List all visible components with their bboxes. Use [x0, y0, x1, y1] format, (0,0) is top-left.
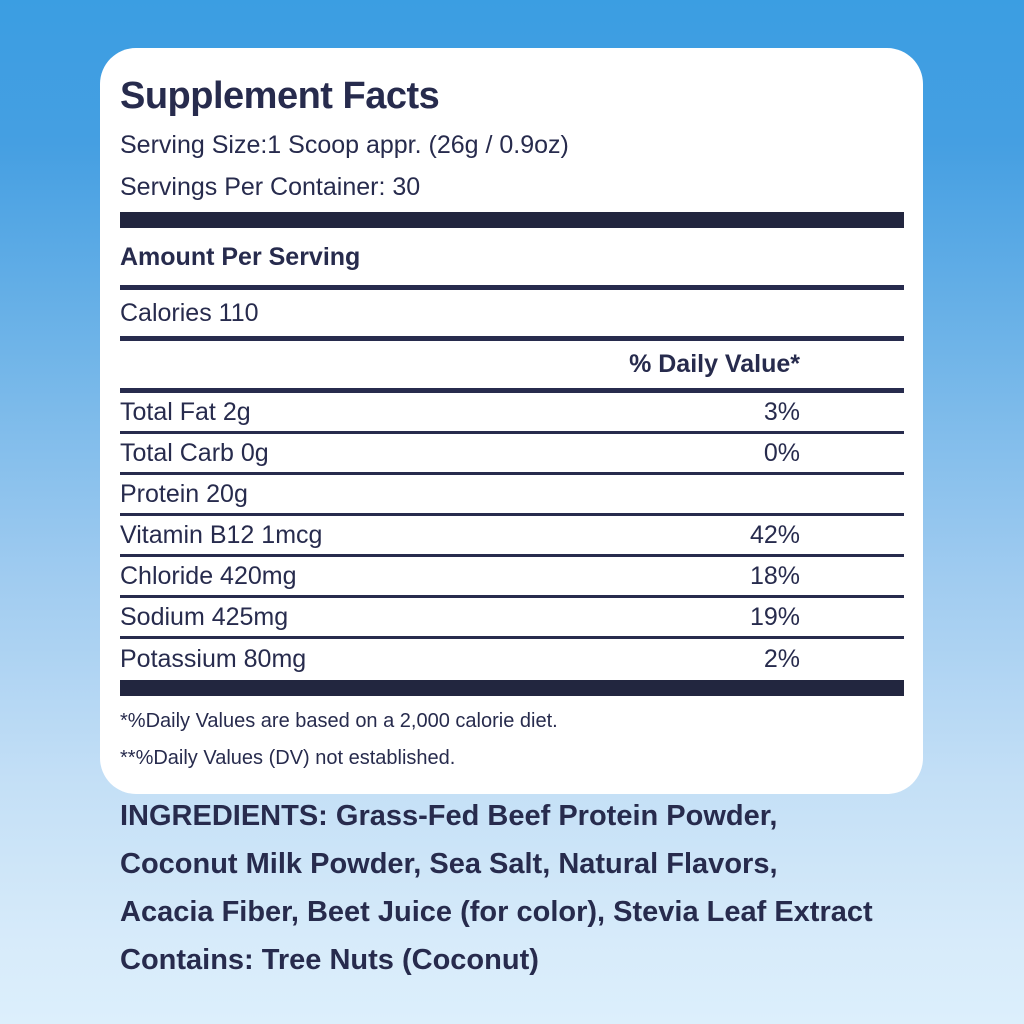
nutrient-row: Protein 20g — [120, 475, 904, 516]
nutrient-row: Potassium 80mg 2% — [120, 639, 904, 680]
nutrient-value: 2% — [763, 645, 800, 673]
nutrient-value: 19% — [749, 602, 800, 631]
nutrient-table: Total Fat 2g 3% Total Carb 0g 0% Protein 20g… — [120, 393, 904, 680]
nutrient-label: Sodium 425mg — [120, 602, 289, 631]
divider-bar-top — [120, 212, 904, 228]
nutrient-label: Total Carb 0g — [120, 438, 269, 467]
nutrient-label: Potassium 80mg — [120, 645, 307, 673]
nutrient-row: Vitamin B12 1mcg 42% — [120, 516, 904, 557]
nutrient-label: Total Fat 2g — [120, 397, 251, 426]
nutrient-label: Protein 20g — [120, 479, 248, 508]
supplement-facts-panel: Supplement Facts Serving Size:1 Scoop ap… — [100, 48, 923, 794]
ingredients-line: Coconut Milk Powder, Sea Salt, Natural F… — [120, 848, 778, 880]
nutrient-value: 3% — [763, 397, 800, 426]
nutrient-row: Sodium 425mg 19% — [120, 598, 904, 639]
nutrient-label: Vitamin B12 1mcg — [120, 520, 323, 549]
divider-bar-bottom — [120, 680, 904, 696]
nutrient-label: Chloride 420mg — [120, 561, 297, 590]
nutrient-row: Total Fat 2g 3% — [120, 393, 904, 434]
daily-value-header: % Daily Value* — [120, 341, 904, 393]
nutrient-value: 18% — [749, 561, 800, 590]
serving-size-text: Serving Size:1 Scoop appr. (26g / 0.9oz) — [120, 131, 569, 159]
ingredients-line: Acacia Fiber, Beet Juice (for color), St… — [120, 896, 873, 928]
servings-per-container-text: Servings Per Container: 30 — [120, 173, 421, 201]
footnote-daily-values: *%Daily Values are based on a 2,000 calo… — [120, 710, 558, 732]
ingredients-section: INGREDIENTS: Grass-Fed Beef Protein Powd… — [120, 792, 980, 984]
footnote-dv-not-established: **%Daily Values (DV) not established. — [120, 747, 456, 769]
nutrient-value: 42% — [749, 520, 800, 549]
amount-per-serving-header: Amount Per Serving — [120, 228, 904, 290]
nutrient-value: 0% — [763, 438, 800, 467]
ingredients-line: INGREDIENTS: Grass-Fed Beef Protein Powd… — [120, 800, 778, 832]
panel-title: Supplement Facts — [120, 75, 440, 117]
contains-statement: Contains: Tree Nuts (Coconut) — [120, 944, 539, 976]
calories-line: Calories 110 — [120, 290, 904, 341]
nutrient-row: Chloride 420mg 18% — [120, 557, 904, 598]
nutrient-row: Total Carb 0g 0% — [120, 434, 904, 475]
